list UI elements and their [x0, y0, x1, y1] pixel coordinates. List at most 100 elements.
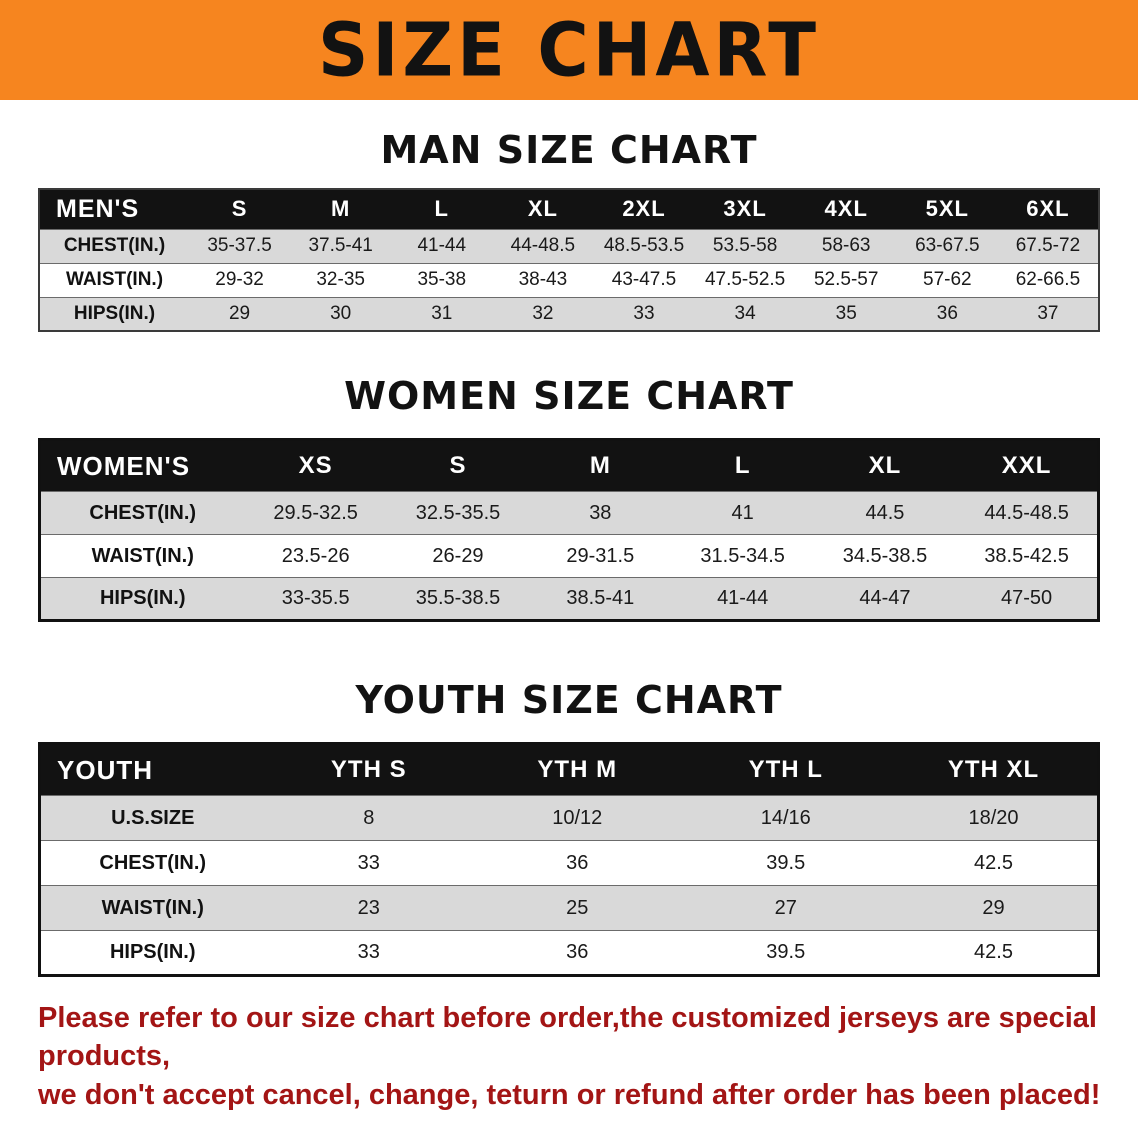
value-cell: 8 — [264, 795, 473, 841]
value-cell: 34 — [694, 296, 796, 331]
value-cell: 52.5-57 — [795, 262, 897, 297]
value-cell: 47-50 — [956, 577, 1099, 621]
row-label-cell: WAIST(IN.) — [39, 262, 189, 297]
value-cell: 44.5 — [813, 491, 957, 535]
size-column-header: L — [391, 189, 493, 229]
table-row: WAIST(IN.) 23.5-26 26-29 29-31.5 31.5-34.5 34… — [39, 534, 1099, 578]
value-cell: 30 — [290, 296, 392, 331]
value-cell: 63-67.5 — [896, 228, 998, 263]
value-cell: 27 — [681, 885, 890, 931]
value-cell: 35-38 — [391, 262, 493, 297]
value-cell: 37.5-41 — [290, 228, 392, 263]
value-cell: 36 — [473, 930, 682, 976]
value-cell: 38.5-41 — [529, 577, 672, 621]
value-cell: 38.5-42.5 — [956, 534, 1099, 578]
size-column-header: M — [529, 439, 672, 492]
value-cell: 41 — [671, 491, 814, 535]
value-cell: 10/12 — [473, 795, 682, 841]
value-cell: 29 — [890, 885, 1099, 931]
table-title-cell: YOUTH — [39, 743, 265, 796]
value-cell: 47.5-52.5 — [694, 262, 796, 297]
value-cell: 26-29 — [386, 534, 530, 578]
page-title: SIZE CHART — [317, 6, 821, 94]
size-column-header: YTH L — [681, 743, 890, 796]
value-cell: 34.5-38.5 — [813, 534, 957, 578]
value-cell: 32 — [492, 296, 594, 331]
table-row: HIPS(IN.) 33-35.5 35.5-38.5 38.5-41 41-44 44-… — [39, 577, 1099, 621]
table-title-cell: WOMEN'S — [39, 439, 245, 492]
table-header-row: MEN'S S M L XL 2XL 3XL 4XL 5XL 6XL — [39, 189, 1099, 229]
table-row: CHEST(IN.) 29.5-32.5 32.5-35.5 38 41 44.5 44.5… — [39, 491, 1099, 535]
value-cell: 23.5-26 — [244, 534, 387, 578]
value-cell: 29 — [189, 296, 291, 331]
row-label-cell: U.S.SIZE — [39, 795, 265, 841]
table-header-row: WOMEN'S XS S M L XL XXL — [39, 439, 1099, 492]
youth-size-table: YOUTH YTH S YTH M YTH L YTH XL U.S.SIZE 8 10/12… — [38, 742, 1100, 977]
value-cell: 38-43 — [492, 262, 594, 297]
value-cell: 48.5-53.5 — [593, 228, 695, 263]
size-column-header: M — [290, 189, 392, 229]
disclaimer: Please refer to our size chart before or… — [38, 999, 1138, 1114]
table-row: U.S.SIZE 8 10/12 14/16 18/20 — [39, 795, 1099, 841]
size-column-header: 6XL — [997, 189, 1099, 229]
value-cell: 35 — [795, 296, 897, 331]
women-size-section: WOMEN SIZE CHART WOMEN'S XS S M L XL XXL CHEST(… — [0, 374, 1138, 622]
size-column-header: YTH S — [264, 743, 473, 796]
value-cell: 42.5 — [890, 930, 1099, 976]
value-cell: 33 — [593, 296, 695, 331]
size-column-header: XS — [244, 439, 387, 492]
table-title-cell: MEN'S — [39, 189, 189, 229]
size-column-header: 3XL — [694, 189, 796, 229]
value-cell: 62-66.5 — [997, 262, 1099, 297]
table-header-row: YOUTH YTH S YTH M YTH L YTH XL — [39, 743, 1099, 796]
table-row: WAIST(IN.) 23 25 27 29 — [39, 885, 1099, 931]
size-column-header: XL — [492, 189, 594, 229]
value-cell: 23 — [264, 885, 473, 931]
size-column-header: 5XL — [896, 189, 998, 229]
row-label-cell: WAIST(IN.) — [39, 534, 245, 578]
value-cell: 42.5 — [890, 840, 1099, 886]
value-cell: 53.5-58 — [694, 228, 796, 263]
table-row: CHEST(IN.) 33 36 39.5 42.5 — [39, 840, 1099, 886]
value-cell: 37 — [997, 296, 1099, 331]
row-label-cell: HIPS(IN.) — [39, 577, 245, 621]
value-cell: 44-48.5 — [492, 228, 594, 263]
size-column-header: YTH XL — [890, 743, 1099, 796]
women-size-table: WOMEN'S XS S M L XL XXL CHEST(IN.) 29.5-32.5 32.5… — [38, 438, 1100, 622]
value-cell: 57-62 — [896, 262, 998, 297]
value-cell: 36 — [896, 296, 998, 331]
value-cell: 44-47 — [813, 577, 957, 621]
value-cell: 33 — [264, 840, 473, 886]
value-cell: 41-44 — [671, 577, 814, 621]
row-label-cell: WAIST(IN.) — [39, 885, 265, 931]
value-cell: 38 — [529, 491, 672, 535]
row-label-cell: HIPS(IN.) — [39, 296, 189, 331]
women-section-heading: WOMEN SIZE CHART — [344, 374, 794, 418]
size-column-header: 2XL — [593, 189, 695, 229]
disclaimer-line-2: we don't accept cancel, change, teturn o… — [38, 1078, 1101, 1111]
table-row: WAIST(IN.) 29-32 32-35 35-38 38-43 43-47.5 47.… — [39, 262, 1099, 297]
disclaimer-line-1: Please refer to our size chart before or… — [38, 1002, 1097, 1073]
men-size-section: MAN SIZE CHART MEN'S S M L XL 2XL 3XL 4XL 5XL 6XL… — [0, 128, 1138, 332]
value-cell: 33 — [264, 930, 473, 976]
table-row: CHEST(IN.) 35-37.5 37.5-41 41-44 44-48.5 48.5… — [39, 228, 1099, 263]
value-cell: 41-44 — [391, 228, 493, 263]
size-column-header: XL — [813, 439, 957, 492]
value-cell: 32-35 — [290, 262, 392, 297]
value-cell: 29-31.5 — [529, 534, 672, 578]
value-cell: 29-32 — [189, 262, 291, 297]
value-cell: 31 — [391, 296, 493, 331]
value-cell: 31.5-34.5 — [671, 534, 814, 578]
value-cell: 67.5-72 — [997, 228, 1099, 263]
value-cell: 35.5-38.5 — [386, 577, 530, 621]
row-label-cell: HIPS(IN.) — [39, 930, 265, 976]
value-cell: 58-63 — [795, 228, 897, 263]
value-cell: 29.5-32.5 — [244, 491, 387, 535]
value-cell: 35-37.5 — [189, 228, 291, 263]
row-label-cell: CHEST(IN.) — [39, 840, 265, 886]
youth-section-heading: YOUTH SIZE CHART — [355, 678, 783, 722]
value-cell: 39.5 — [681, 840, 890, 886]
banner: SIZE CHART — [0, 0, 1138, 100]
value-cell: 18/20 — [890, 795, 1099, 841]
